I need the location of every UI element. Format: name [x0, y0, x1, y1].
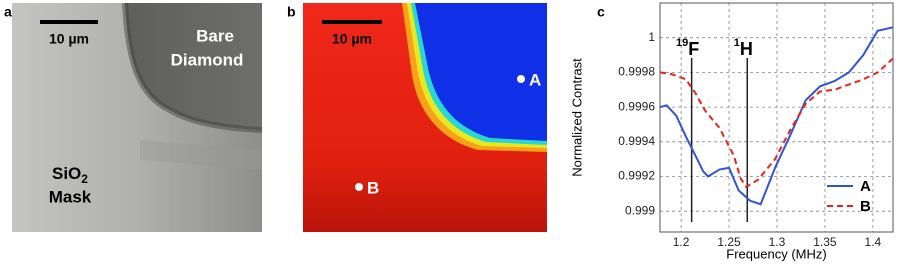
scale-label: 10 µm — [49, 31, 89, 47]
annotation-text: H — [740, 39, 753, 59]
point-label: B — [367, 178, 379, 197]
chart: 0.999 0.9992 0.9994 0.9996 0.9998 1 1.2 1.25 1.3… — [569, 2, 894, 261]
region-text: SiO — [52, 164, 81, 183]
region-label: Diamond — [171, 50, 244, 69]
x-tick-label: 1.4 — [865, 235, 882, 249]
micrograph — [12, 2, 263, 232]
y-tick-label: 0.999 — [625, 203, 655, 217]
contrast-map — [303, 3, 547, 232]
y-tick-label: 0.9992 — [618, 169, 655, 183]
region-label: Mask — [49, 187, 92, 206]
point — [355, 183, 363, 191]
x-tick-label: 1.35 — [813, 235, 837, 249]
legend-label: B — [860, 198, 871, 215]
y-axis-label: Normalized Contrast — [569, 58, 584, 177]
subscript: 2 — [81, 172, 88, 186]
x-tick-label: 1.25 — [717, 235, 741, 249]
superscript: 1 — [734, 37, 740, 49]
legend-label: A — [860, 178, 871, 195]
panel-label: b — [287, 4, 296, 20]
y-tick-label: 0.9998 — [618, 65, 655, 79]
x-axis-label: Frequency (MHz) — [726, 246, 826, 261]
x-tick-label: 1.2 — [673, 235, 690, 249]
line — [660, 27, 893, 204]
region-label: Bare — [196, 26, 234, 45]
annotation-text: F — [688, 39, 699, 59]
region-label: SiO2 — [52, 164, 88, 186]
panel-label: a — [4, 4, 12, 20]
superscript: 19 — [676, 37, 688, 49]
panel-label: c — [597, 4, 605, 20]
plot-frame — [659, 2, 894, 233]
scale-label: 10 µm — [332, 31, 372, 47]
y-tick-label: 0.9996 — [618, 99, 655, 113]
annotation-label: 1H — [734, 37, 753, 59]
y-tick-label: 1 — [648, 30, 655, 44]
point — [517, 75, 525, 83]
annotation-label: 19F — [676, 37, 699, 59]
y-tick-label: 0.9994 — [618, 134, 655, 148]
line — [660, 59, 893, 187]
point-label: A — [529, 70, 541, 89]
x-tick-label: 1.3 — [769, 235, 786, 249]
